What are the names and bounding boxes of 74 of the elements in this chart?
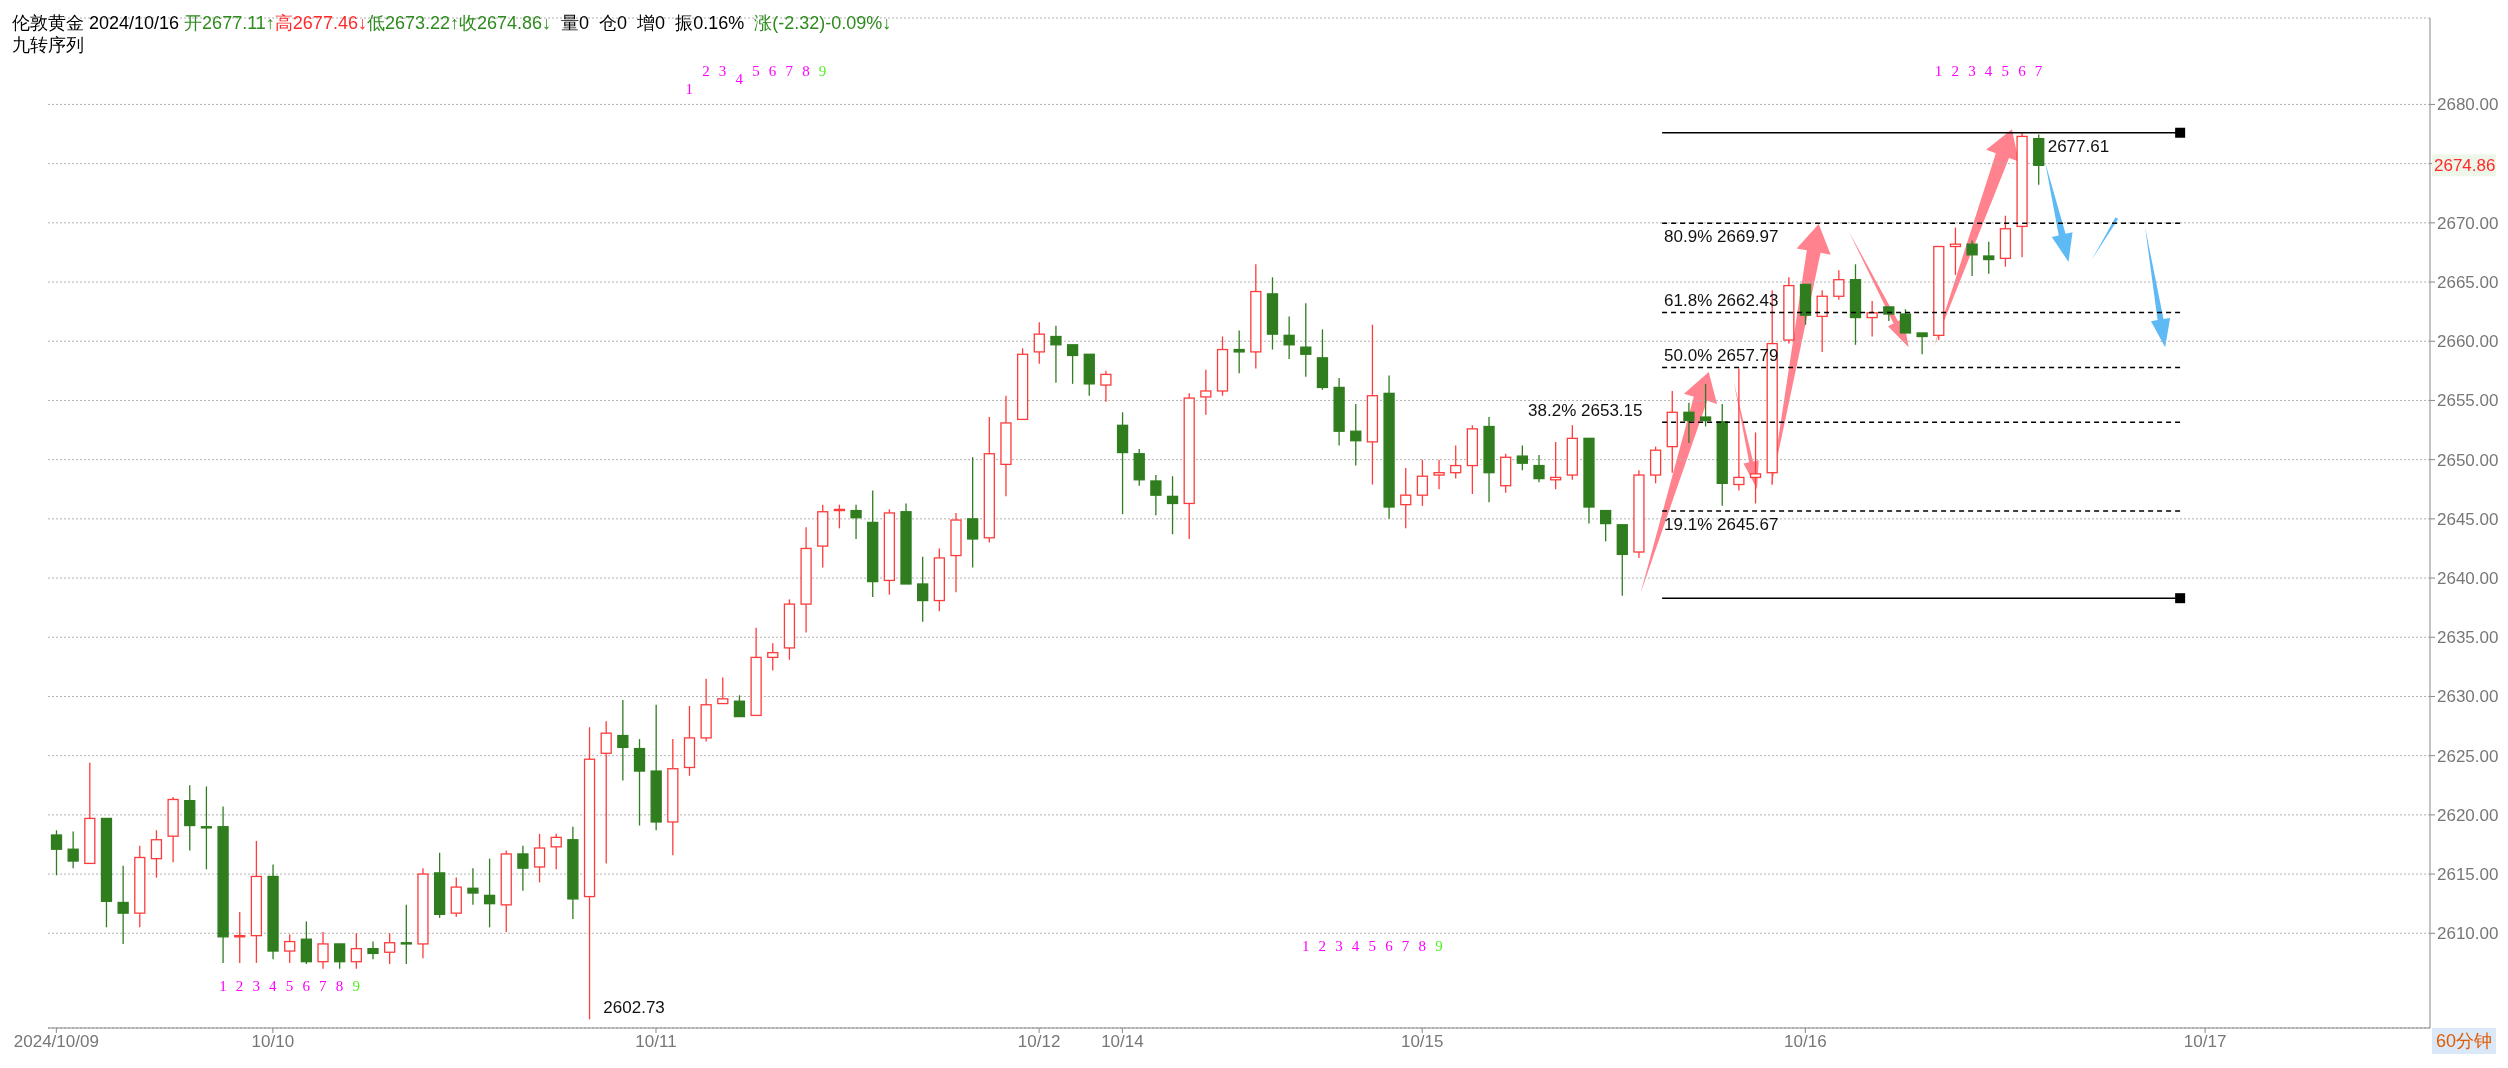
y-tick-label: 2625.00 <box>2437 746 2499 766</box>
y-tick-label: 2660.00 <box>2437 332 2499 352</box>
y-tick-label: 2650.00 <box>2437 450 2499 470</box>
annotation: 5 <box>2001 63 2009 80</box>
y-tick-label: 2620.00 <box>2437 805 2499 825</box>
annotation: 1 <box>1934 63 1943 80</box>
annotation: 3 <box>252 978 260 995</box>
text: 2674.86 <box>2434 156 2496 176</box>
y-tick-label: 2655.00 <box>2437 391 2499 411</box>
annotation: 8 <box>802 63 810 80</box>
y-tick-label: 2610.00 <box>2437 924 2499 944</box>
x-tick-label: 10/12 <box>1017 1032 1061 1052</box>
annotation: 7 <box>2034 63 2043 80</box>
x-tick-label: 2024/10/09 <box>13 1032 99 1052</box>
annotation: 5 <box>752 63 760 80</box>
annotation: 6 <box>302 978 311 995</box>
annotation: 3 <box>1968 63 1976 80</box>
annotation: 涨(-2.32)-0.09%↓ <box>754 13 892 33</box>
annotation: 6 <box>768 63 777 80</box>
annotation: 6 <box>1385 938 1394 955</box>
ref-line-label: 38.2% 2653.15 <box>1528 401 1643 421</box>
x-tick-label: 10/16 <box>1784 1032 1827 1052</box>
y-tick-label: 2670.00 <box>2437 213 2499 233</box>
annotation: 3 <box>1335 938 1343 955</box>
y-tick-label: 2635.00 <box>2437 628 2499 648</box>
annotation: 低2673.22↑ <box>366 13 459 33</box>
annotation: 增0 <box>637 13 666 33</box>
annotation: 4 <box>735 71 744 88</box>
annotation: 1 <box>685 80 694 97</box>
annotation: 8 <box>335 978 344 995</box>
annotation: 开2677.11↑ <box>184 13 275 33</box>
annotation: 4 <box>1351 938 1360 955</box>
annotation: 振0.16% <box>675 13 745 33</box>
annotation: 高2677.46↓ <box>274 13 367 33</box>
x-tick-label: 10/11 <box>635 1032 677 1052</box>
text: 九转序列 <box>12 34 85 56</box>
annotation: 5 <box>1368 938 1377 955</box>
annotation: 仓0 <box>599 13 628 33</box>
annotation: 1 <box>219 978 227 995</box>
annotation: 9 <box>818 63 827 80</box>
annotation: 4 <box>269 978 278 995</box>
annotation: 5 <box>285 978 294 995</box>
ref-line-label: 80.9% 2669.97 <box>1664 227 1779 247</box>
annotation: 3 <box>718 63 727 80</box>
ref-line-label: 2677.61 <box>2047 136 2110 156</box>
text: 60分钟 <box>2431 1028 2496 1054</box>
y-tick-label: 2665.00 <box>2437 273 2499 293</box>
chart-title: 伦敦黄金 2024/10/16 <box>12 13 181 33</box>
annotation: 2 <box>1318 938 1327 955</box>
annotation: 2 <box>235 978 244 995</box>
annotation: 7 <box>319 978 328 995</box>
annotation: 2 <box>702 63 710 80</box>
annotation: 7 <box>785 63 794 80</box>
annotation: 4 <box>1984 63 1993 80</box>
annotation: 量0 <box>561 13 590 33</box>
y-tick-label: 2630.00 <box>2437 687 2499 707</box>
annotation: 8 <box>1418 938 1426 955</box>
x-tick-label: 10/10 <box>251 1032 295 1052</box>
x-tick-label: 10/17 <box>2183 1032 2227 1052</box>
annotation: 6 <box>2018 63 2027 80</box>
annotation: 收2674.86↓ <box>459 13 552 33</box>
annotation: 2 <box>1951 63 1960 80</box>
annotation: 2602.73 <box>603 998 665 1018</box>
annotation: 1 <box>1301 938 1310 955</box>
y-tick-label: 2640.00 <box>2437 569 2499 589</box>
annotation: 9 <box>352 978 360 995</box>
x-tick-label: 10/14 <box>1101 1032 1144 1052</box>
y-tick-label: 2615.00 <box>2437 865 2499 885</box>
ref-line-label: 19.1% 2645.67 <box>1664 514 1779 534</box>
annotation: 9 <box>1435 938 1443 955</box>
annotation: 7 <box>1401 938 1410 955</box>
x-tick-label: 10/15 <box>1400 1032 1444 1052</box>
y-tick-label: 2680.00 <box>2437 95 2499 115</box>
y-tick-label: 2645.00 <box>2437 509 2499 529</box>
